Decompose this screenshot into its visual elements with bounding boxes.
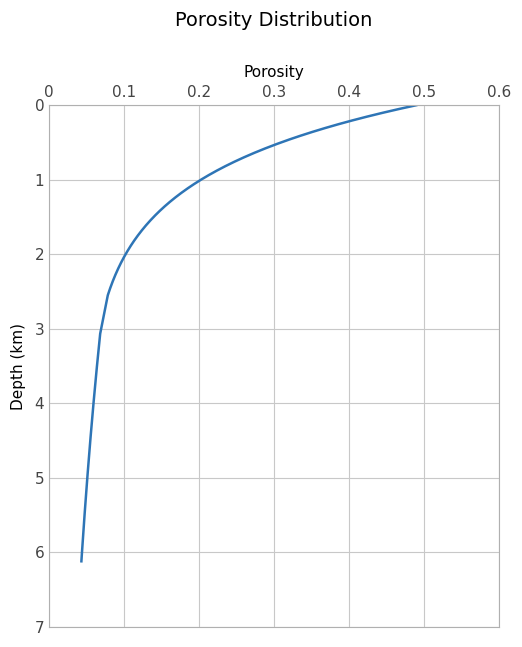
X-axis label: Porosity: Porosity: [244, 65, 304, 80]
Y-axis label: Depth (km): Depth (km): [11, 323, 26, 410]
Title: Porosity Distribution: Porosity Distribution: [175, 11, 373, 30]
